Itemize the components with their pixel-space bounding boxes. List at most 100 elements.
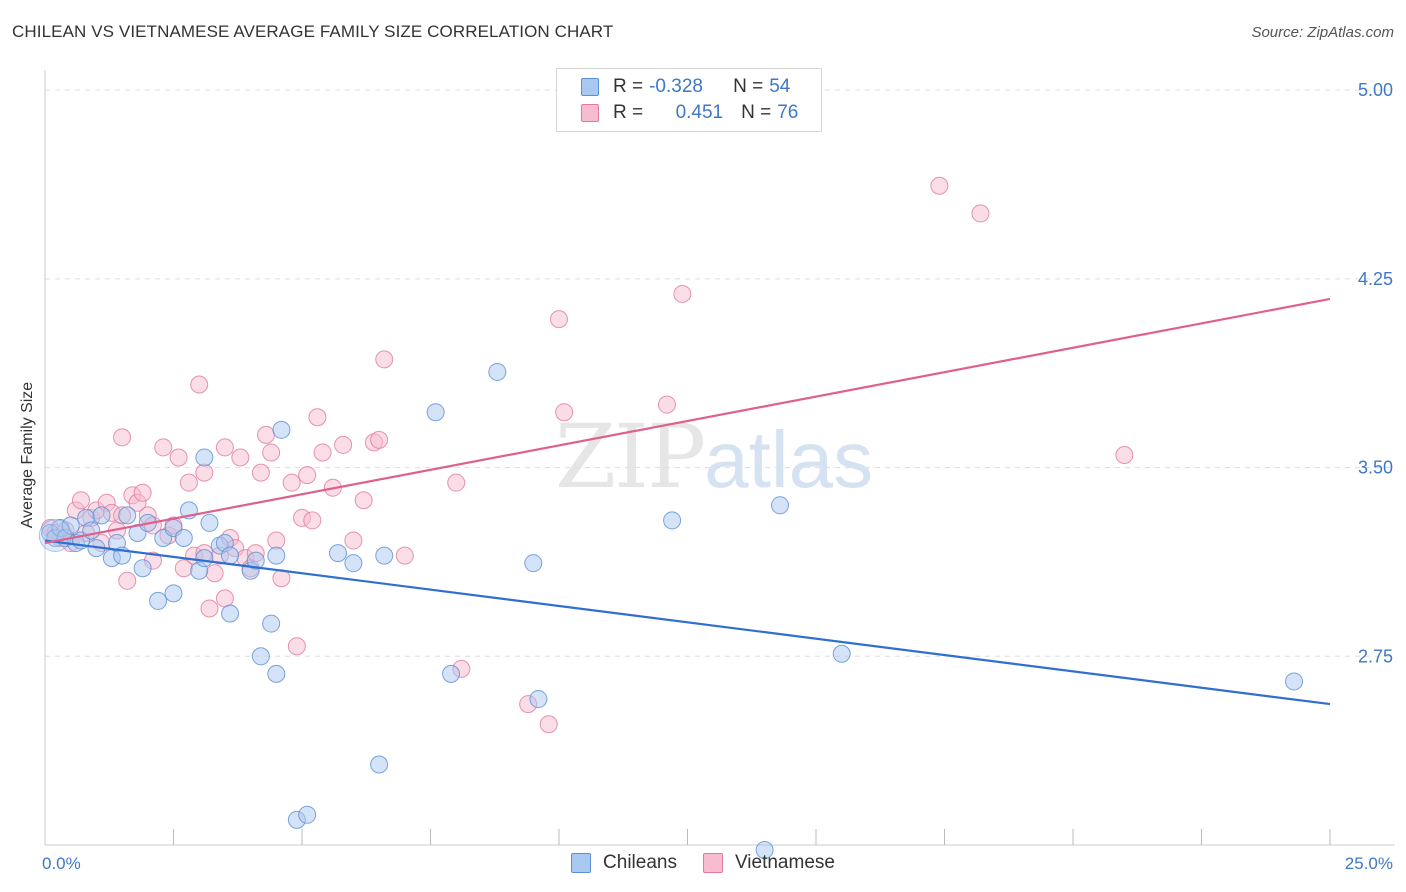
- chilean-point: [1285, 672, 1304, 691]
- legend-r-value: 0.451: [675, 102, 724, 123]
- legend-n-value: 54: [769, 76, 791, 97]
- vietnamese-point: [113, 428, 132, 447]
- vietnamese-point: [195, 463, 214, 482]
- vietnamese-point: [154, 438, 173, 457]
- series-label-vietnamese: Vietnamese: [734, 852, 835, 873]
- chilean-point: [426, 403, 445, 422]
- chilean-point: [344, 554, 363, 573]
- series-legend-chileans[interactable]: Chileans: [571, 852, 677, 874]
- vietnamese-point: [657, 395, 676, 414]
- vietnamese-point: [308, 408, 327, 427]
- vietnamese-point: [267, 531, 286, 550]
- series-swatch-vietnamese: [702, 853, 723, 873]
- legend-row-vietnamese: R = 0.451 N = 76: [581, 101, 798, 125]
- chilean-point: [174, 529, 193, 548]
- chilean-point: [251, 647, 270, 666]
- vietnamese-point: [251, 463, 270, 482]
- chilean-point: [832, 644, 851, 663]
- vietnamese-point: [1115, 445, 1134, 464]
- vietnamese-point: [133, 483, 152, 502]
- chilean-point: [267, 664, 286, 683]
- chilean-point: [524, 554, 543, 573]
- vietnamese-trend-line: [44, 297, 1331, 545]
- y-tick-label: 4.25: [1358, 269, 1393, 289]
- chilean-point: [771, 496, 790, 515]
- chilean-point: [221, 604, 240, 623]
- series-legend: Chileans Vietnamese: [0, 852, 1406, 874]
- chilean-point: [92, 506, 111, 525]
- x-tick-label: 0.0%: [42, 854, 81, 873]
- data-points: [38, 176, 1304, 860]
- vietnamese-point: [205, 564, 224, 583]
- vietnamese-point: [190, 375, 209, 394]
- series-label-chileans: Chileans: [603, 852, 677, 873]
- chilean-point: [195, 549, 214, 568]
- chilean-trend-line: [44, 539, 1331, 706]
- chilean-point: [267, 546, 286, 565]
- chilean-point: [133, 559, 152, 578]
- y-tick-label: 5.00: [1358, 80, 1393, 100]
- chilean-cluster-point: [38, 519, 72, 553]
- chilean-point: [370, 755, 389, 774]
- series-legend-vietnamese[interactable]: Vietnamese: [702, 852, 835, 874]
- vietnamese-point: [179, 473, 198, 492]
- vietnamese-point: [71, 491, 90, 510]
- y-tick-label: 2.75: [1358, 646, 1393, 666]
- vietnamese-point: [257, 425, 276, 444]
- x-tick-label: 25.0%: [1345, 854, 1393, 873]
- vietnamese-point: [447, 473, 466, 492]
- vietnamese-point: [555, 403, 574, 422]
- legend-swatch-vietnamese: [581, 104, 599, 122]
- series-swatch-chileans: [571, 853, 592, 873]
- vietnamese-point: [262, 443, 281, 462]
- legend-r-label: R =: [613, 76, 644, 97]
- vietnamese-point: [334, 435, 353, 454]
- chilean-point: [375, 546, 394, 565]
- chilean-point: [164, 584, 183, 603]
- legend-swatch-chileans: [581, 78, 599, 96]
- vietnamese-point: [298, 466, 317, 485]
- vietnamese-point: [215, 438, 234, 457]
- vietnamese-point: [354, 491, 373, 510]
- vietnamese-point: [200, 599, 219, 618]
- stats-legend: R = -0.328 N = 54 R = 0.451 N = 76: [556, 68, 822, 132]
- vietnamese-point: [539, 715, 558, 734]
- chilean-point: [272, 420, 291, 439]
- chilean-point: [246, 551, 265, 570]
- vietnamese-point: [313, 443, 332, 462]
- legend-n-label: N =: [733, 76, 764, 97]
- vietnamese-point: [303, 511, 322, 530]
- vietnamese-point: [118, 571, 137, 590]
- legend-row-chileans: R = -0.328 N = 54: [581, 75, 790, 99]
- chilean-point: [149, 591, 168, 610]
- vietnamese-point: [550, 310, 568, 329]
- chilean-point: [61, 516, 80, 535]
- legend-r-label: R =: [613, 102, 644, 123]
- legend-n-value: 76: [777, 102, 799, 123]
- vietnamese-point: [344, 531, 363, 550]
- chilean-point: [529, 690, 548, 709]
- vietnamese-point: [169, 448, 188, 467]
- vietnamese-point: [930, 176, 949, 195]
- vietnamese-point: [395, 546, 414, 565]
- chilean-point: [442, 664, 461, 683]
- vietnamese-point: [673, 284, 692, 303]
- chilean-point: [118, 506, 137, 525]
- vietnamese-point: [287, 637, 306, 656]
- chilean-point: [195, 448, 214, 467]
- chilean-point: [328, 544, 347, 563]
- tick-labels: 2.75 3.50 4.25 5.00 0.0% 25.0%: [42, 80, 1393, 873]
- chilean-point: [488, 362, 507, 381]
- vietnamese-point: [375, 350, 394, 369]
- chilean-point: [298, 805, 317, 824]
- vietnamese-point: [370, 430, 389, 449]
- chilean-point: [221, 546, 240, 565]
- watermark-atlas: atlas: [704, 415, 874, 504]
- chilean-point: [262, 614, 281, 633]
- trend-lines: [44, 297, 1331, 706]
- chilean-point: [663, 511, 682, 530]
- axes: [44, 70, 1395, 846]
- chilean-point: [200, 513, 219, 532]
- legend-r-value: -0.328: [649, 76, 703, 97]
